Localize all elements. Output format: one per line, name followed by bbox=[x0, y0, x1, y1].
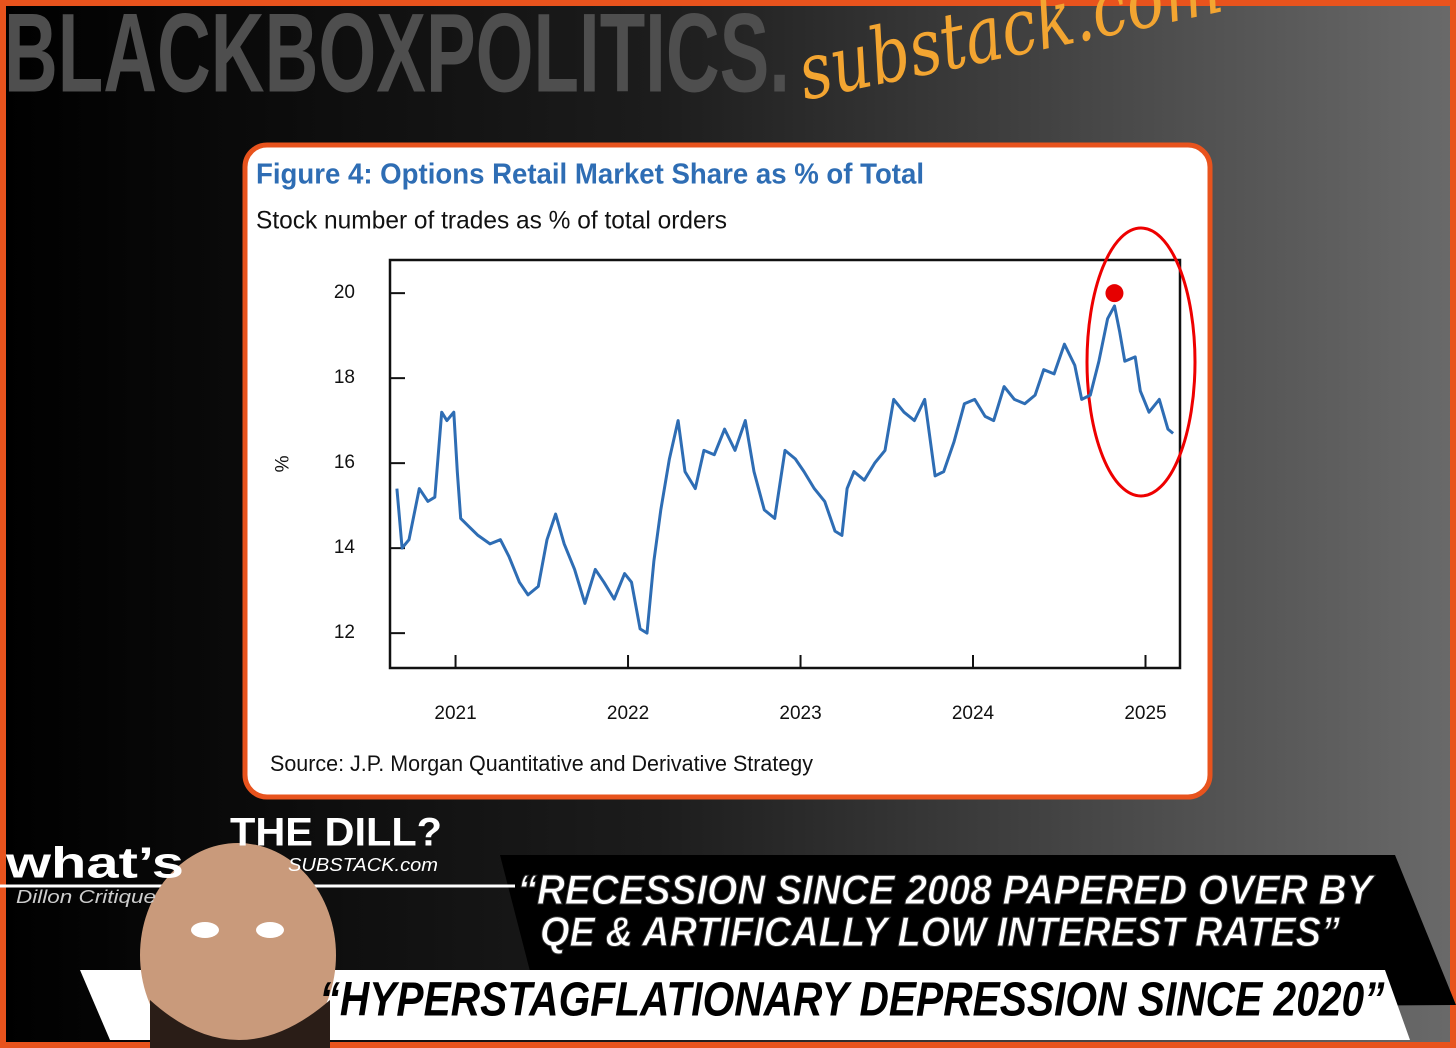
chart-source: Source: J.P. Morgan Quantitative and Der… bbox=[270, 751, 813, 776]
x-tick-label: 2022 bbox=[607, 703, 649, 724]
x-tick-label: 2025 bbox=[1124, 703, 1166, 724]
chart-subtitle: Stock number of trades as % of total ord… bbox=[256, 207, 727, 235]
portrait-head bbox=[140, 843, 336, 1048]
portrait-beard bbox=[150, 1000, 330, 1048]
x-tick-label: 2023 bbox=[779, 703, 821, 724]
logo-top: THE DILL? bbox=[230, 811, 442, 855]
y-tick-label: 16 bbox=[334, 452, 355, 473]
y-tick-label: 18 bbox=[334, 367, 355, 388]
logo-what: what’s bbox=[5, 839, 184, 888]
quote-2: “HYPERSTAGFLATIONARY DEPRESSION SINCE 20… bbox=[320, 974, 1385, 1027]
portrait-eye bbox=[191, 922, 219, 938]
chart: 12 14 16 18 20 2021 2022 2023 2024 2025 bbox=[334, 282, 1175, 724]
logo-sub: SUBSTACK.com bbox=[288, 855, 438, 875]
portrait-eye bbox=[256, 922, 284, 938]
brand-name: BLACKBOXPOLITICS. bbox=[4, 0, 790, 116]
highlight-point bbox=[1105, 284, 1124, 303]
quote-band-light bbox=[80, 970, 1410, 1040]
x-tick-label: 2021 bbox=[434, 703, 476, 724]
data-line bbox=[395, 304, 1175, 635]
quote-line: QE & ARTIFICALLY LOW INTEREST RATES” bbox=[540, 908, 1340, 956]
chart-card bbox=[242, 142, 1213, 800]
x-tick-label: 2024 bbox=[952, 703, 995, 724]
quote-line: “RECESSION SINCE 2008 PAPERED OVER BY bbox=[518, 866, 1377, 913]
y-axis-label: % bbox=[270, 456, 291, 473]
chart-title: Figure 4: Options Retail Market Share as… bbox=[256, 159, 924, 191]
highlight-ellipse bbox=[1085, 226, 1197, 498]
logo-author: Dillon Critique bbox=[16, 887, 156, 907]
y-tick-label: 12 bbox=[334, 622, 355, 643]
y-tick-label: 20 bbox=[334, 282, 355, 303]
y-tick-label: 14 bbox=[334, 537, 356, 558]
